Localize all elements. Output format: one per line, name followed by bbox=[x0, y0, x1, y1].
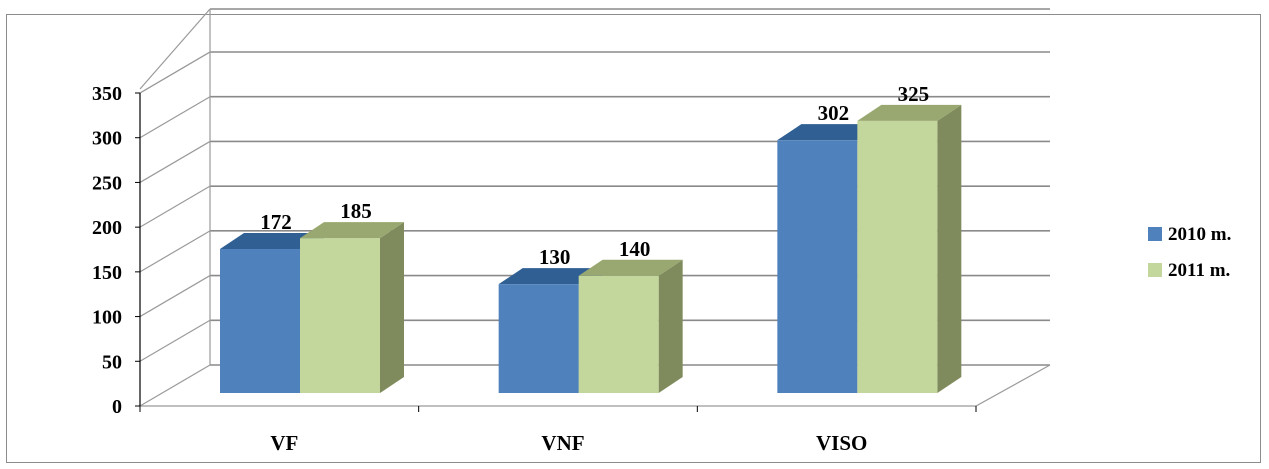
y-tick-label: 50 bbox=[102, 351, 122, 373]
data-label: 302 bbox=[818, 101, 850, 125]
side-gridline bbox=[139, 275, 211, 318]
data-label: 172 bbox=[260, 210, 292, 234]
legend-label: 2011 m. bbox=[1168, 260, 1230, 281]
bar bbox=[300, 238, 380, 393]
bar bbox=[578, 275, 659, 393]
data-label: 185 bbox=[340, 199, 372, 223]
y-tick-label: 150 bbox=[92, 262, 122, 284]
bar-top bbox=[300, 222, 404, 239]
bar bbox=[498, 284, 579, 393]
data-label: 325 bbox=[898, 82, 930, 106]
bar-top bbox=[220, 233, 324, 250]
legend-swatch bbox=[1148, 227, 1162, 241]
bar-side bbox=[380, 222, 404, 393]
side-gridline bbox=[139, 319, 211, 362]
x-category-label: VNF bbox=[541, 431, 584, 455]
bar bbox=[220, 249, 300, 393]
data-label: 130 bbox=[539, 245, 571, 269]
bar-side bbox=[658, 259, 683, 393]
bar bbox=[777, 140, 858, 393]
legend-label: 2010 m. bbox=[1168, 224, 1231, 245]
y-tick-label: 350 bbox=[92, 83, 122, 105]
y-tick-label: 100 bbox=[92, 307, 122, 329]
x-category-label: VISO bbox=[816, 431, 867, 455]
x-category-label: VF bbox=[270, 431, 298, 455]
bar-top bbox=[578, 259, 683, 276]
bar-side bbox=[937, 104, 962, 393]
side-gridline bbox=[139, 51, 211, 94]
bar-top bbox=[498, 268, 603, 285]
side-gridline bbox=[139, 8, 211, 90]
bar bbox=[857, 120, 938, 393]
side-gridline bbox=[139, 185, 211, 228]
y-tick-label: 200 bbox=[92, 217, 122, 239]
data-label: 140 bbox=[619, 237, 651, 261]
y-tick-label: 250 bbox=[92, 172, 122, 194]
bar-top bbox=[777, 124, 882, 141]
y-tick-label: 0 bbox=[112, 396, 122, 418]
side-gridline bbox=[139, 140, 211, 183]
side-gridline bbox=[139, 230, 211, 273]
legend-swatch bbox=[1148, 263, 1162, 277]
side-gridline bbox=[139, 96, 211, 139]
side-gridline bbox=[139, 364, 211, 407]
y-tick-label: 300 bbox=[92, 128, 122, 150]
bar-top bbox=[857, 104, 962, 121]
